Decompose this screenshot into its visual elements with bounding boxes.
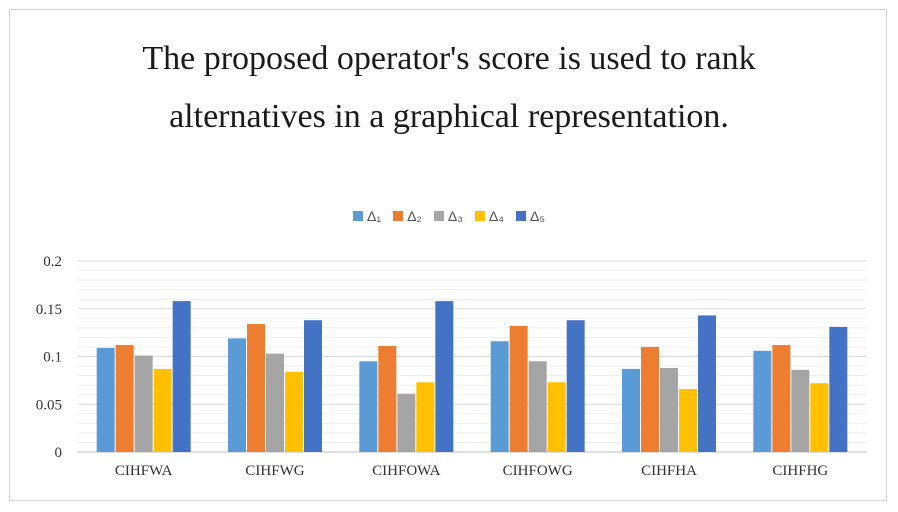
y-tick-label: 0.05 <box>36 397 62 413</box>
bar <box>378 345 397 452</box>
y-tick-label: 0.2 <box>43 254 62 270</box>
legend-item-delta-3: Δ₃ <box>433 208 463 224</box>
legend-item-delta-1: Δ₁ <box>352 208 382 224</box>
bar <box>153 368 172 452</box>
chart-title-line-2: alternatives in a graphical representati… <box>169 98 729 135</box>
x-tick-label: CIHFOWG <box>503 463 573 479</box>
legend-item-delta-4: Δ₄ <box>474 208 504 224</box>
bar <box>134 355 153 452</box>
bar <box>641 346 659 452</box>
x-tick-label: CIHFHA <box>641 463 697 479</box>
legend-swatch-delta-2 <box>393 211 404 221</box>
bar <box>435 301 454 452</box>
y-tick-label: 0.1 <box>43 350 62 366</box>
bar <box>490 341 509 452</box>
bar <box>791 369 810 452</box>
bar <box>772 345 791 452</box>
bar <box>359 361 378 452</box>
bar <box>566 320 585 452</box>
bar <box>660 367 678 452</box>
bar <box>304 320 322 452</box>
bar <box>397 393 416 452</box>
legend-swatch-delta-3 <box>433 211 444 221</box>
y-tick-label: 0.15 <box>36 302 62 318</box>
bar <box>285 371 303 452</box>
bar <box>829 326 848 452</box>
bar <box>753 350 772 452</box>
bar <box>266 353 284 452</box>
legend-label-delta-4: Δ₄ <box>488 208 504 224</box>
bar <box>547 382 566 452</box>
legend-swatch-delta-5 <box>516 211 526 221</box>
bar <box>810 383 829 452</box>
y-tick-label: 0 <box>55 445 63 461</box>
x-tick-label: CIHFWA <box>115 463 173 479</box>
legend-label-delta-2: Δ₂ <box>407 208 422 224</box>
bar <box>172 301 191 452</box>
bar <box>96 347 115 452</box>
chart-legend: Δ₁ Δ₂ Δ₃ Δ₄ Δ₅ <box>0 208 898 224</box>
bar <box>698 315 716 452</box>
bar <box>247 324 265 452</box>
legend-swatch-delta-4 <box>474 211 485 221</box>
bar <box>416 382 435 452</box>
chart-title-line-1: The proposed operator's score is used to… <box>142 40 756 77</box>
bar <box>228 338 246 452</box>
bar <box>679 388 697 452</box>
legend-label-delta-5: Δ₅ <box>530 208 545 224</box>
legend-swatch-delta-1 <box>352 211 363 221</box>
x-tick-label: CIHFHG <box>772 463 828 479</box>
legend-item-delta-5: Δ₅ <box>516 208 545 224</box>
legend-label-delta-3: Δ₃ <box>447 208 463 224</box>
bar <box>509 325 528 452</box>
bar <box>622 368 640 452</box>
x-tick-label: CIHFOWA <box>372 463 441 479</box>
bar <box>528 361 547 452</box>
legend-item-delta-2: Δ₂ <box>393 208 422 224</box>
bar <box>115 345 134 452</box>
legend-label-delta-1: Δ₁ <box>366 208 382 224</box>
x-tick-label: CIHFWG <box>245 463 304 479</box>
